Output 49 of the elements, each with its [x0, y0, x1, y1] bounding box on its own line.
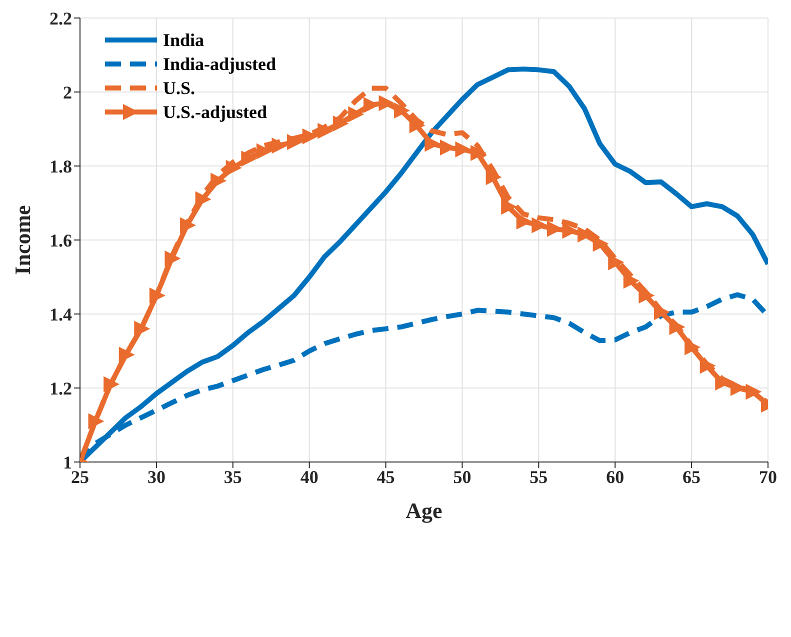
- point: [470, 145, 487, 162]
- x-axis-title: Age: [406, 498, 443, 523]
- point: [241, 150, 258, 167]
- point: [226, 160, 242, 176]
- x-tick-label: 70: [759, 466, 777, 487]
- point: [501, 198, 518, 215]
- legend-label: India: [163, 30, 204, 50]
- point: [348, 106, 364, 122]
- point: [378, 95, 395, 112]
- point: [516, 214, 532, 230]
- point: [562, 222, 578, 239]
- x-tick-label: 40: [300, 466, 318, 487]
- x-tick-label: 30: [147, 466, 166, 487]
- y-tick-label: 1.8: [50, 156, 72, 176]
- x-tick-label: 55: [530, 466, 548, 487]
- x-tick-label: 25: [71, 466, 89, 487]
- point: [318, 122, 334, 139]
- y-tick-label: 1.4: [50, 304, 72, 324]
- x-tick-label: 65: [682, 466, 701, 487]
- point: [272, 138, 288, 154]
- x-tick-label: 50: [453, 466, 472, 487]
- point: [455, 141, 472, 158]
- y-tick-label: 1.6: [50, 230, 72, 250]
- point: [88, 413, 104, 430]
- point: [256, 143, 272, 160]
- y-tick-label: 2: [63, 82, 72, 102]
- y-axis-title: Income: [10, 204, 35, 275]
- legend-label: U.S.: [163, 78, 196, 98]
- x-tick-label: 60: [606, 466, 624, 487]
- legend-label: India-adjusted: [163, 54, 276, 74]
- point: [180, 217, 196, 234]
- y-tick-label: 2.2: [50, 8, 72, 28]
- y-tick-label: 1.2: [50, 378, 72, 398]
- point: [104, 376, 120, 392]
- point: [149, 288, 166, 304]
- point: [302, 128, 318, 144]
- point: [332, 115, 349, 132]
- point: [134, 320, 150, 337]
- y-tick-label: 1: [63, 452, 72, 472]
- point: [746, 384, 762, 400]
- point: [486, 169, 502, 186]
- point: [164, 250, 181, 266]
- point: [287, 134, 304, 150]
- point: [118, 346, 135, 363]
- point: [532, 217, 548, 234]
- legend-label: U.S.-adjusted: [163, 102, 268, 122]
- x-tick-label: 35: [224, 466, 242, 487]
- x-tick-label: 45: [376, 466, 395, 487]
- point: [394, 102, 410, 118]
